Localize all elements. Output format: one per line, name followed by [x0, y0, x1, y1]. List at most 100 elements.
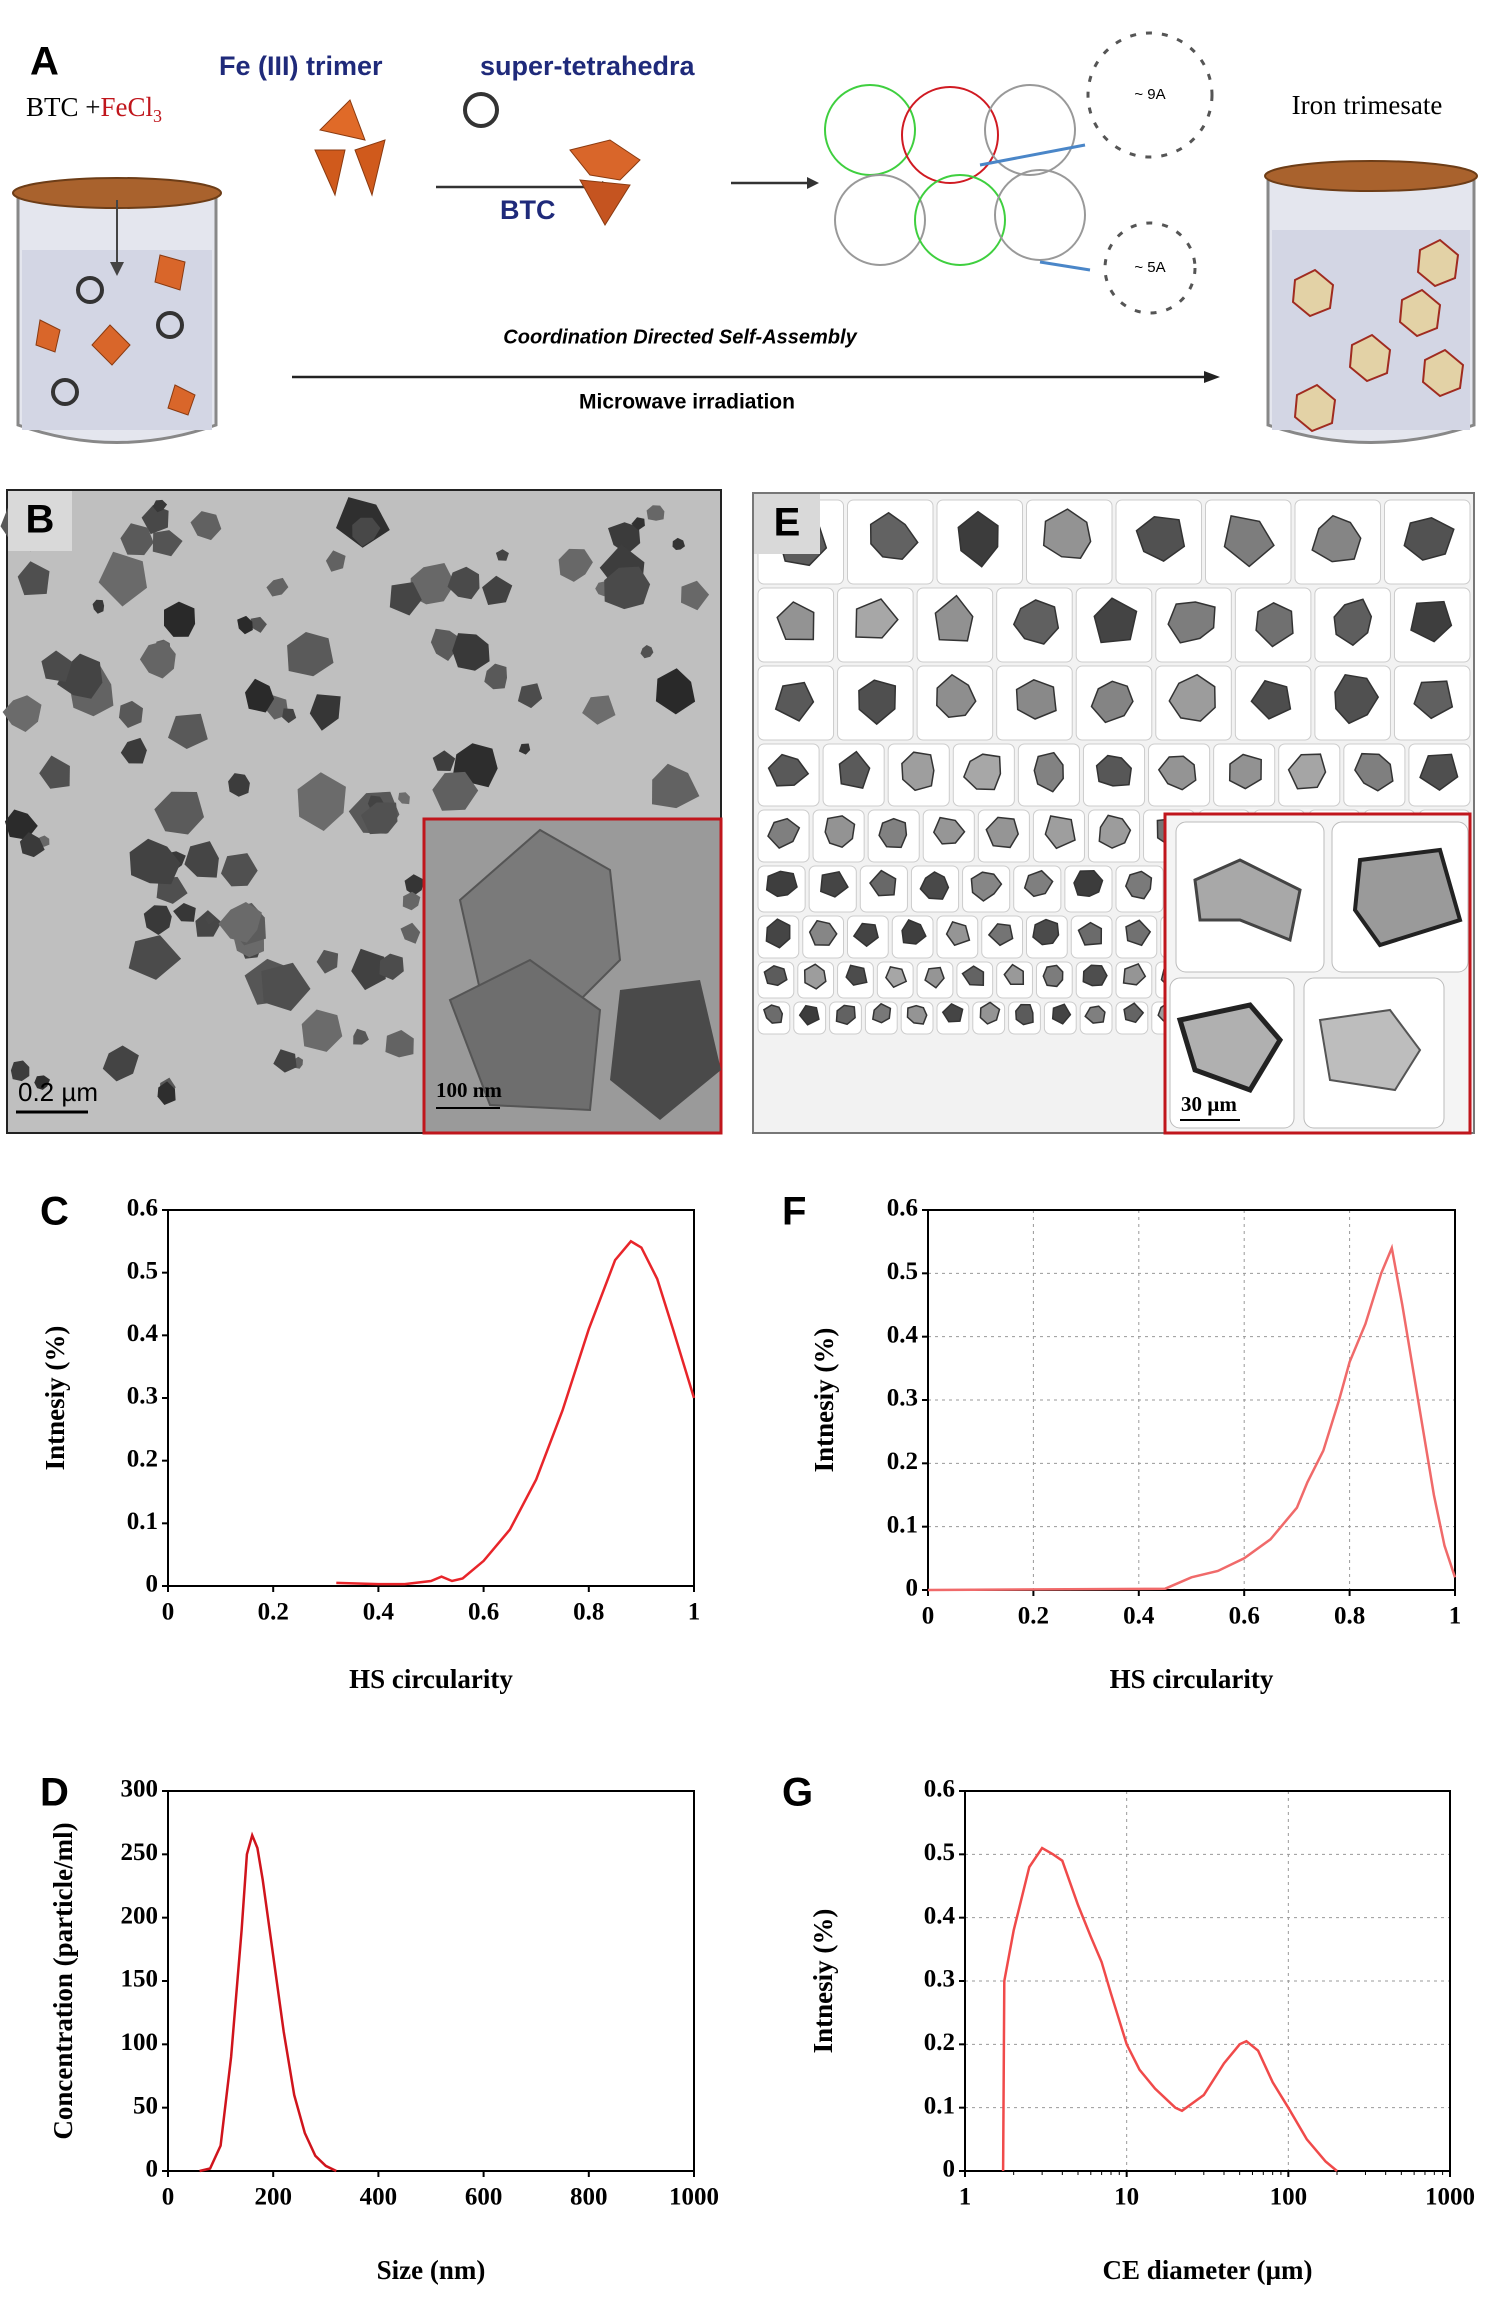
particle [835, 1004, 856, 1026]
tetrahedron [579, 179, 631, 226]
particle [432, 750, 456, 771]
particle [128, 935, 182, 980]
linker-label: BTC [500, 195, 556, 225]
particle [221, 853, 258, 887]
particle [1413, 680, 1454, 720]
crystal [1421, 348, 1465, 398]
particle [987, 923, 1014, 947]
y-tick-label: 0.4 [127, 1320, 159, 1347]
particle [1082, 964, 1108, 987]
cage [984, 84, 1076, 176]
particle [878, 817, 908, 849]
cage [834, 174, 926, 266]
y-axis-title: Intnesiy (%) [809, 1328, 839, 1473]
btc [156, 311, 184, 339]
plot-frame [167, 1209, 695, 1587]
chart: F 0 0.1 0.2 0.3 0.4 0.5 0.6 0 0.2 0.4 0.6 0.8 1 HS cir… [782, 1190, 1461, 1695]
particle [282, 708, 297, 724]
scale-label: 0.2 µm [18, 1077, 98, 1107]
particle [245, 678, 275, 713]
particle [157, 1081, 176, 1105]
x-axis-title: HS circularity [1110, 1664, 1274, 1694]
particle [767, 753, 810, 787]
crystal [1291, 268, 1335, 318]
y-tick-label: 250 [121, 1839, 159, 1866]
plot-frame [964, 1790, 1451, 2172]
particle [1228, 753, 1262, 790]
crystal [1416, 238, 1460, 288]
particle [316, 949, 339, 974]
x-tick-label: 1 [1449, 1603, 1462, 1630]
data-line [927, 1243, 1457, 1592]
y-axis-title: Concentration (particle/ml) [48, 1822, 78, 2139]
particle [855, 598, 899, 639]
particle [1157, 755, 1197, 791]
chart: D 0 50 100 150 200 250 300 0 200 400 600 800 1000 Size… [40, 1771, 719, 2286]
particle [582, 695, 616, 725]
x-tick-label: 0 [162, 1599, 175, 1626]
particle [845, 964, 868, 986]
particle [765, 870, 798, 898]
particle [17, 561, 50, 596]
particle [143, 905, 172, 935]
particle [1023, 869, 1054, 898]
particle [1124, 870, 1153, 900]
particle [808, 919, 838, 946]
label-box [754, 494, 820, 554]
pointer [1039, 260, 1091, 272]
y-tick-label: 0.1 [924, 2092, 955, 2119]
particle [1042, 964, 1064, 988]
particle [934, 594, 974, 642]
crystal [610, 980, 721, 1120]
particle [19, 832, 45, 858]
particle [803, 963, 827, 990]
particle [351, 948, 386, 991]
particle [1352, 847, 1463, 948]
y-tick-label: 0.6 [127, 1195, 158, 1222]
y-tick-label: 0.3 [924, 1966, 955, 1993]
particle [819, 870, 849, 898]
x-tick-label: 600 [465, 2184, 503, 2211]
particle [640, 645, 654, 659]
particle [309, 694, 341, 731]
particle [173, 903, 196, 922]
particle [1135, 516, 1186, 562]
x-tick-label: 1 [959, 2184, 972, 2211]
particle [432, 771, 479, 811]
data-line [199, 1831, 337, 2173]
crystals [1291, 238, 1465, 433]
particle [1311, 514, 1362, 563]
x-tick-label: 100 [1270, 2184, 1308, 2211]
particle [164, 601, 196, 637]
y-tick-label: 0.5 [887, 1258, 918, 1285]
particle [495, 549, 509, 561]
particle [1287, 753, 1327, 790]
particle [985, 816, 1020, 849]
particle [1084, 1005, 1106, 1024]
ring [1103, 221, 1197, 315]
particle [924, 966, 945, 989]
y-tick-label: 0.4 [887, 1321, 919, 1348]
arrow-head [807, 177, 819, 189]
x-tick-label: 0.4 [1123, 1603, 1155, 1630]
particle [517, 683, 543, 709]
x-tick-label: 1000 [1425, 2184, 1475, 2211]
particle [1093, 597, 1138, 644]
y-tick-label: 0 [906, 1575, 919, 1602]
particle [353, 1028, 369, 1045]
x-tick-label: 0.2 [1018, 1603, 1049, 1630]
particle [518, 743, 531, 755]
particle [237, 615, 253, 635]
particle [389, 582, 422, 616]
particle [767, 817, 801, 850]
particle [957, 510, 999, 568]
panel-b [0, 489, 722, 1134]
particle [1123, 1002, 1145, 1024]
particle [120, 523, 154, 556]
particle [120, 737, 147, 764]
octahedron [154, 254, 186, 291]
panel-label: B [26, 498, 55, 542]
data-line [336, 1239, 696, 1586]
x-tick-label: 0 [162, 2184, 175, 2211]
method-label: Microwave irradiation [579, 391, 795, 414]
